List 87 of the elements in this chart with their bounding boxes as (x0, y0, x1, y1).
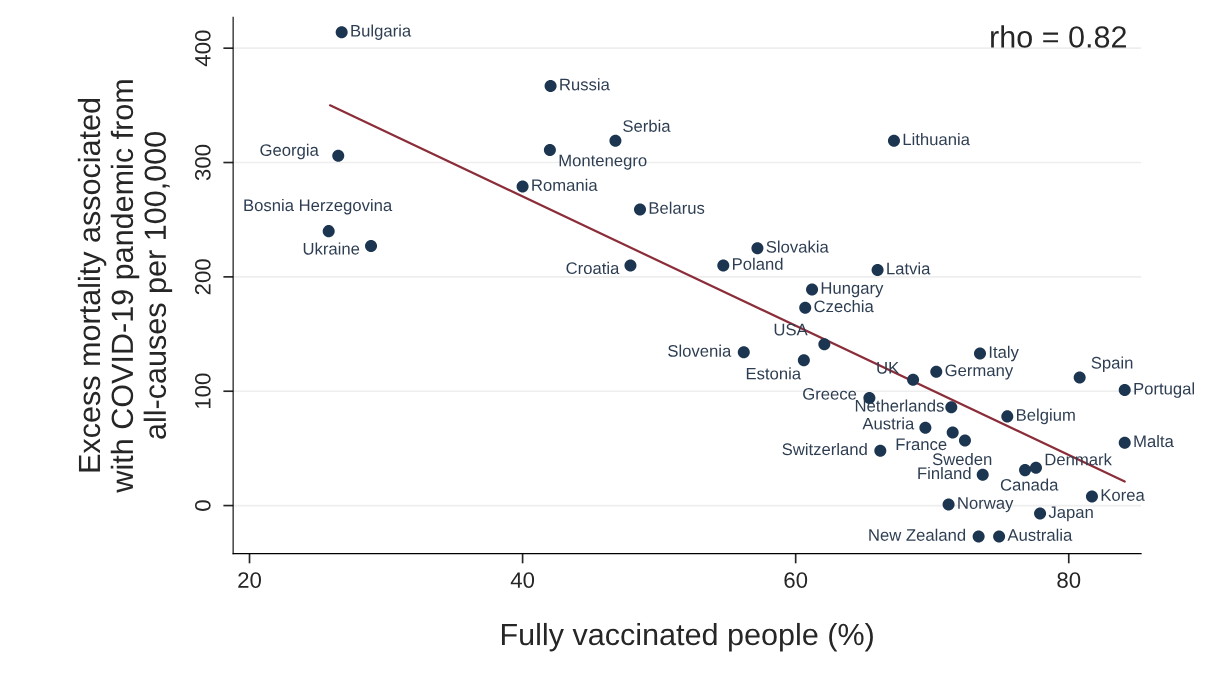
point (609, 134, 622, 147)
point (717, 259, 730, 272)
point (1029, 461, 1042, 474)
point (543, 143, 556, 156)
point (797, 354, 810, 367)
annotation: Spain (1091, 356, 1133, 372)
annotation: Austria (862, 417, 915, 430)
annotation: Estonia (746, 367, 802, 380)
point (976, 468, 989, 481)
annotation: Slovenia (668, 344, 732, 357)
point (322, 225, 335, 238)
annotation: Ukraine (303, 242, 360, 255)
annotation: Croatia (566, 261, 620, 275)
annotation: Norway (958, 497, 1014, 513)
y-tick-label: 0 (194, 500, 211, 511)
point (958, 434, 971, 447)
annotation: Hungary (821, 282, 884, 298)
point (973, 347, 987, 360)
annotation: Montenegro (559, 154, 647, 170)
point (335, 26, 348, 39)
x-tick-label: 20 (238, 572, 262, 588)
point (871, 264, 884, 277)
point (332, 149, 345, 162)
annotation: Bulgaria (351, 24, 412, 40)
point (874, 444, 887, 457)
annotation: Serbia (623, 119, 671, 132)
annotation: Finland (918, 466, 971, 480)
x-tick-label: 60 (784, 572, 808, 588)
point (751, 242, 764, 255)
annotation: Russia (560, 78, 610, 91)
y-tick-label: 200 (194, 259, 211, 295)
annotation: Korea (1101, 489, 1145, 501)
point (799, 301, 812, 314)
annotation: Bosnia Herzegovina (244, 198, 393, 215)
x-axis-title: Fully vaccinated people (%) (501, 622, 873, 652)
y-tick-label: 100 (194, 373, 211, 409)
point (1001, 410, 1014, 423)
point (942, 498, 955, 511)
annotation: Czechia (814, 299, 874, 313)
y-tick-label: 300 (194, 144, 211, 181)
point (544, 79, 557, 92)
annotation: Lithuania (903, 133, 970, 146)
annotation: Switzerland (782, 442, 867, 456)
point (972, 530, 985, 543)
point (806, 283, 819, 296)
point (624, 259, 637, 272)
annotation: Australia (1007, 528, 1073, 541)
point (737, 346, 750, 359)
annotation: Malta (1134, 434, 1174, 448)
annotation: New Zealand (869, 528, 966, 541)
annotation: Georgia (260, 143, 319, 160)
point (1118, 436, 1131, 449)
annotation: Belgium (1017, 408, 1075, 425)
point (993, 530, 1006, 543)
point (818, 338, 831, 351)
annotation: Japan (1048, 506, 1093, 522)
point (516, 180, 529, 193)
point (930, 365, 943, 378)
annotation: Belarus (649, 201, 705, 214)
point (1118, 384, 1131, 397)
annotation: Greece (803, 387, 857, 400)
annotation: rho = 0.82 (991, 25, 1126, 48)
annotation: Romania (532, 178, 598, 192)
point (945, 401, 958, 414)
point (365, 239, 378, 253)
annotation: Portugal (1134, 382, 1195, 398)
point (887, 134, 900, 147)
annotation: Poland (733, 257, 783, 270)
point (1034, 507, 1047, 520)
x-tick-label: 40 (510, 572, 535, 588)
point (1073, 371, 1086, 384)
annotation: Latvia (887, 262, 931, 275)
point (634, 203, 647, 216)
point (1085, 490, 1098, 503)
annotation: France (896, 438, 947, 451)
annotation: Canada (1000, 478, 1059, 491)
point (919, 421, 932, 434)
y-axis-title: Excess mortality associated with COVID-19 pandemic from all-causes per 100,000 (77, 80, 173, 493)
annotation: Sweden (932, 452, 992, 466)
annotation: Italy (989, 345, 1019, 362)
annotation: Slovakia (766, 240, 829, 253)
point (946, 426, 959, 439)
annotation: Germany (945, 364, 1014, 380)
x-tick-label: 80 (1057, 572, 1081, 588)
y-tick-label: 400 (194, 30, 211, 67)
point (1019, 464, 1032, 477)
point (907, 373, 920, 386)
